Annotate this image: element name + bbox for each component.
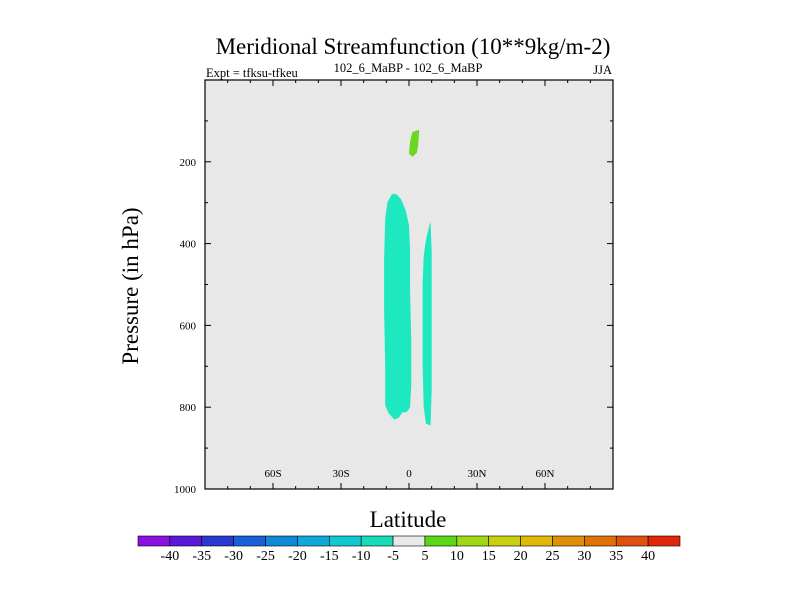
colorbar-swatch: [615, 535, 649, 547]
contour-positive-cell-upper: [409, 129, 420, 157]
colorbar-swatch: [233, 535, 266, 547]
colorbar-label: -25: [256, 549, 275, 564]
experiment-label: Expt = tfksu-tfkeu: [206, 66, 299, 80]
y-axis: 200 400 600 800 1000: [174, 120, 613, 496]
y-tick-label: 400: [180, 239, 197, 251]
colorbar-label: -40: [161, 549, 180, 564]
y-tick-label: 1000: [174, 484, 197, 496]
colorbar-label: -15: [320, 549, 339, 564]
y-tick-label: 600: [180, 320, 197, 332]
colorbar-label: 10: [450, 549, 464, 564]
colorbar-swatch: [265, 535, 298, 547]
colorbar-label: 30: [577, 549, 591, 564]
colorbar-label: -10: [352, 549, 371, 564]
colorbar-swatch: [328, 535, 362, 547]
contour-negative-cell-right: [422, 221, 432, 426]
colorbar-swatch: [488, 535, 521, 547]
x-axis-label: Latitude: [370, 507, 447, 532]
colorbar-swatch: [392, 535, 426, 547]
contour-negative-cell-left: [384, 194, 412, 420]
colorbar-swatch: [297, 535, 330, 547]
colorbar-swatch: [456, 535, 490, 547]
colorbar-label: 25: [545, 549, 559, 564]
season-label: JJA: [593, 63, 612, 77]
colorbar-label: -5: [387, 549, 399, 564]
colorbar-swatch: [584, 535, 617, 547]
colorbar-swatch: [424, 535, 458, 547]
colorbar-swatch: [137, 535, 171, 547]
colorbar-swatch: [647, 535, 681, 547]
y-tick-label: 200: [180, 157, 197, 169]
colorbar-label: -30: [224, 549, 243, 564]
contour-regions: [384, 129, 432, 426]
x-axis: 60S 30S 0 30N 60N: [227, 80, 591, 489]
x-tick-label: 0: [406, 468, 412, 480]
chart-subtitle: 102_6_MaBP - 102_6_MaBP: [334, 61, 483, 75]
x-tick-label: 30N: [468, 468, 487, 480]
x-tick-label: 30S: [332, 468, 349, 480]
colorbar-label: 20: [514, 549, 528, 564]
colorbar-label: -35: [192, 549, 211, 564]
colorbar-swatch: [552, 535, 585, 547]
colorbar-label: 35: [609, 549, 623, 564]
colorbar-swatch: [169, 535, 203, 547]
x-tick-label: 60N: [536, 468, 555, 480]
colorbar: -40 -35 -30 -25 -20 -15 -10 -5 5 10 15 20 25 30 35 40: [137, 535, 681, 564]
x-tick-label: 60S: [264, 468, 281, 480]
colorbar-label: -20: [288, 549, 307, 564]
colorbar-label: 40: [641, 549, 655, 564]
chart-title: Meridional Streamfunction (10**9kg/m-2): [216, 34, 611, 59]
colorbar-swatch: [360, 535, 394, 547]
y-axis-label: Pressure (in hPa): [118, 207, 143, 364]
colorbar-swatch: [520, 535, 553, 547]
y-tick-label: 800: [180, 402, 197, 414]
colorbar-label: 15: [482, 549, 496, 564]
colorbar-swatch: [201, 535, 234, 547]
colorbar-label: 5: [421, 549, 428, 564]
